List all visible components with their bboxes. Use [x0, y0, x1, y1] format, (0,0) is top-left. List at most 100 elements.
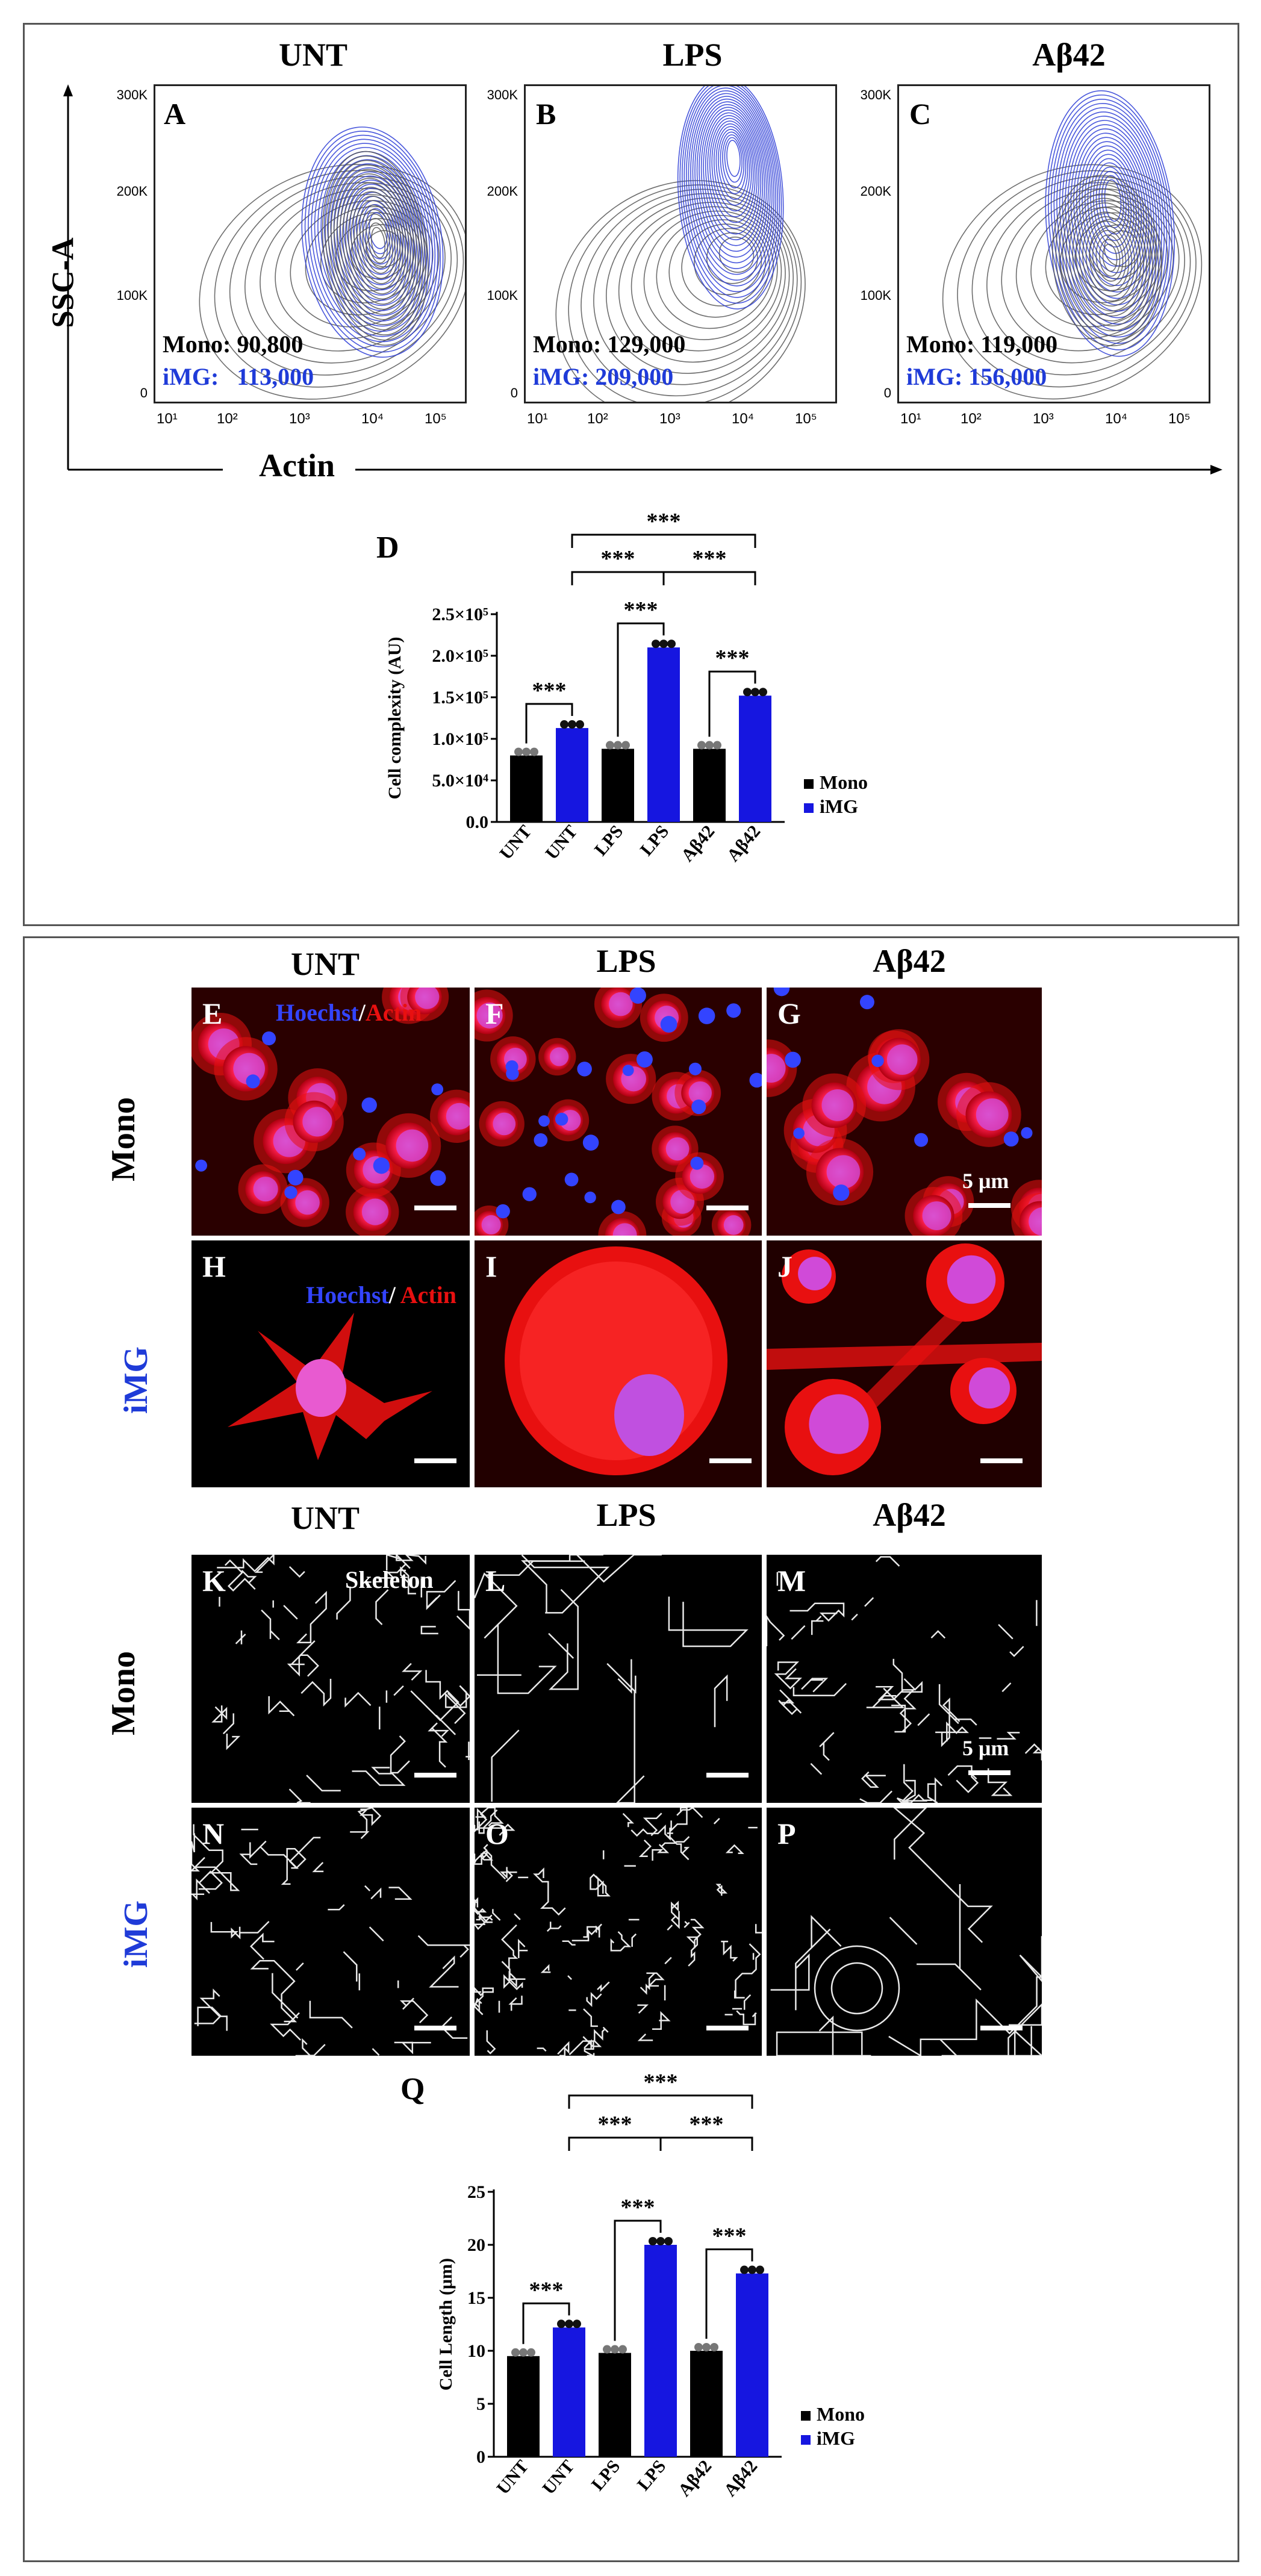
- x-tick-c-5: 10⁵: [1168, 411, 1191, 427]
- y-tick-label: 0.0: [466, 812, 489, 832]
- contour-line: [722, 134, 745, 188]
- nucleus: [690, 1164, 715, 1189]
- y-tick-a-200k: 200K: [116, 184, 148, 199]
- legend-label: iMG: [817, 2427, 855, 2449]
- contour-line: [1065, 193, 1150, 327]
- skeleton-title-lps: LPS: [596, 1497, 656, 1533]
- bar-1: [553, 2327, 585, 2457]
- contour-line: [1089, 225, 1130, 292]
- contour-line: [1062, 116, 1160, 319]
- contour-line: [1056, 107, 1165, 331]
- free-nucleus: [1003, 1131, 1019, 1147]
- nucleus: [886, 1044, 918, 1075]
- contour-line: [336, 173, 416, 320]
- scale-bar-m: [968, 1770, 1010, 1775]
- column-title-lps: LPS: [662, 37, 723, 73]
- contour-line: [942, 164, 1203, 400]
- y-tick-a-0: 0: [140, 385, 148, 400]
- legend-swatch: [801, 2411, 811, 2421]
- contour-line: [1084, 149, 1139, 267]
- x-tick-label: UNT: [493, 2456, 532, 2498]
- contour-line: [1062, 188, 1153, 332]
- free-nucleus: [660, 1016, 677, 1033]
- contour-line: [686, 87, 777, 287]
- contour-line: [1070, 128, 1152, 299]
- free-nucleus: [534, 1133, 548, 1147]
- contour-line: [328, 160, 424, 336]
- significance-bracket: [705, 2248, 753, 2339]
- contour-line: [301, 126, 444, 358]
- bar-4: [690, 2351, 723, 2457]
- contour-line: [724, 137, 743, 183]
- scale-bar-k: [414, 1773, 456, 1778]
- hoechst-label-e: Hoechst: [276, 999, 359, 1026]
- data-point: [740, 2265, 749, 2274]
- bar-chart-d: 0.0 5.0×10⁴ 1.0×10⁵ 1.5×10⁵ 2.0×10⁵ 2.5×10⁵ Ce…: [361, 506, 903, 921]
- x-tick-label: LPS: [634, 2456, 670, 2494]
- stain-title-unt: UNT: [290, 946, 360, 982]
- contour-line: [690, 93, 773, 275]
- y-tick-a-300k: 300K: [116, 87, 148, 102]
- free-nucleus: [431, 1083, 444, 1095]
- stain-tag-e: Hoechst/Actin: [276, 998, 422, 1027]
- contour-line: [706, 232, 758, 284]
- contour-line: [681, 86, 780, 298]
- x-tick-c-1: 10¹: [900, 411, 921, 427]
- contour-line: [1092, 229, 1127, 287]
- contour-line: [1055, 179, 1159, 341]
- scale-bar-e: [414, 1206, 456, 1210]
- significance-bracket: [522, 2302, 570, 2344]
- y-tick-b-300k: 300K: [487, 87, 518, 102]
- y-tick-c-100k: 100K: [860, 288, 891, 303]
- nucleus: [253, 1177, 278, 1202]
- significance-bracket: [659, 2136, 753, 2151]
- data-point: [652, 639, 660, 649]
- significance-label: ***: [532, 678, 567, 703]
- data-point: [667, 639, 676, 649]
- contour-line: [1059, 111, 1162, 325]
- bottom-figure-frame: [23, 936, 1239, 2562]
- scale-bar-i: [709, 1458, 752, 1463]
- data-point: [713, 741, 721, 750]
- data-point: [530, 747, 538, 756]
- significance-label: ***: [624, 597, 658, 623]
- contour-line: [694, 98, 769, 264]
- nucleus: [415, 988, 440, 1009]
- free-nucleus: [284, 1186, 297, 1199]
- data-point: [694, 2343, 703, 2351]
- free-nucleus: [373, 1157, 390, 1174]
- significance-bracket: [662, 571, 756, 585]
- skeleton-m: M 5 μm: [767, 1555, 1042, 1803]
- cytoplasm: [520, 1262, 712, 1460]
- contour-plot-a: [199, 126, 465, 400]
- flow-plot-b: [524, 84, 837, 403]
- column-title-abeta: Aβ42: [1032, 37, 1106, 73]
- data-point: [565, 2319, 573, 2329]
- counts-c: Mono: 119,000 iMG: 156,000: [906, 328, 1057, 393]
- panel-letter-f: F: [485, 997, 504, 1030]
- nucleus: [361, 1198, 389, 1225]
- micrograph-e: E Hoechst/Actin: [191, 988, 470, 1236]
- data-point: [748, 2265, 756, 2274]
- skeleton-title-abeta: Aβ42: [873, 1497, 946, 1533]
- data-point: [614, 741, 622, 750]
- free-nucleus: [496, 1204, 510, 1219]
- nucleus: [767, 1054, 786, 1083]
- free-nucleus: [726, 1003, 741, 1018]
- contour-line: [1102, 243, 1118, 272]
- contour-line: [705, 112, 759, 235]
- data-point: [568, 720, 576, 729]
- free-nucleus: [611, 1199, 626, 1215]
- contour-line: [703, 109, 762, 241]
- scale-bar-h: [414, 1458, 456, 1463]
- contour-line: [679, 86, 782, 304]
- contour-line: [350, 195, 403, 294]
- nucleus: [296, 1359, 346, 1417]
- skeleton-ring: [830, 1962, 883, 2015]
- data-point: [659, 639, 668, 649]
- contour-line: [681, 223, 766, 306]
- y-tick-label: 5: [476, 2394, 485, 2414]
- contour-line: [1053, 103, 1168, 338]
- stain-tag-h: Hoechst/ Actin: [282, 1252, 456, 1337]
- significance-label: ***: [690, 2112, 724, 2137]
